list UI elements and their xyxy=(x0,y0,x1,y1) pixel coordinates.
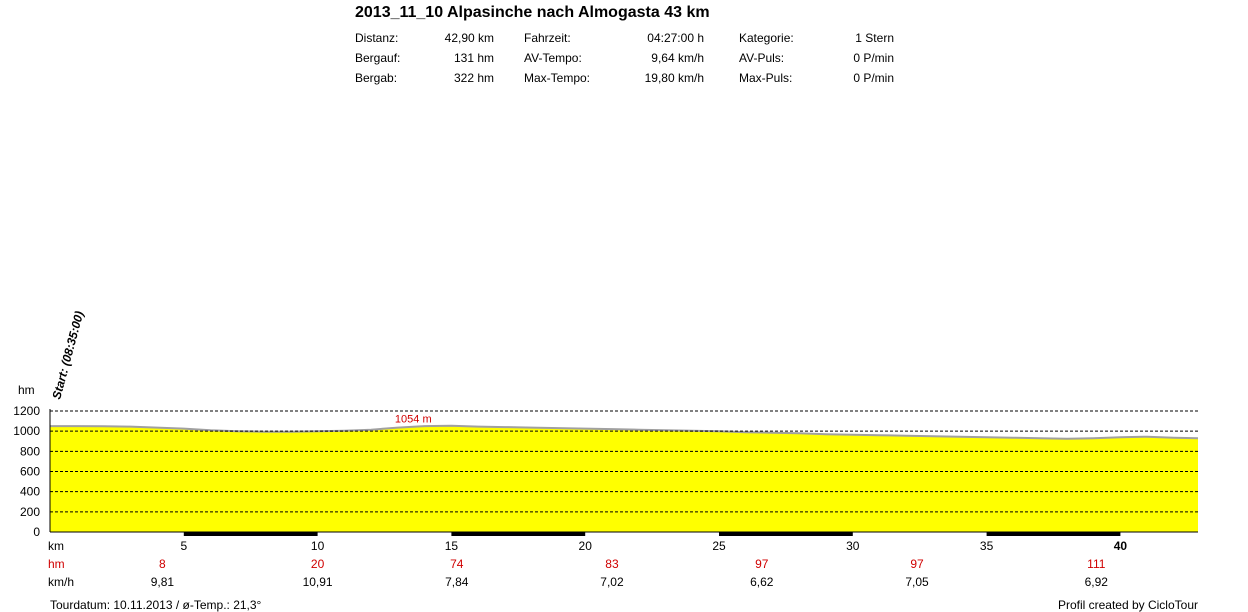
row-hm-value: 97 xyxy=(910,557,924,571)
stat-value-kategorie: 1 Stern xyxy=(855,31,894,45)
x-tick-label-30: 30 xyxy=(846,539,860,553)
stat-value-distanz: 42,90 km xyxy=(444,31,494,45)
row-hm-value: 97 xyxy=(755,557,769,571)
stat-label-fahrzeit: Fahrzeit: xyxy=(524,31,571,45)
x-tick-label-15: 15 xyxy=(445,539,459,553)
row-kmh-value: 6,92 xyxy=(1085,575,1109,589)
row-hm-value: 83 xyxy=(605,557,619,571)
stat-value-max-puls: 0 P/min xyxy=(853,71,894,85)
y-tick-label-200: 200 xyxy=(20,505,40,519)
footer-tour-info: Tourdatum: 10.11.2013 / ø-Temp.: 21,3° xyxy=(50,598,262,612)
y-tick-label-1200: 1200 xyxy=(13,404,40,418)
x-axis-label: km xyxy=(48,539,64,553)
stat-label-bergab: Bergab: xyxy=(355,71,398,85)
axes xyxy=(49,409,1198,536)
row-kmh-value: 7,84 xyxy=(445,575,469,589)
stat-label-av-tempo: AV-Tempo: xyxy=(524,51,582,65)
x-tick-label-25: 25 xyxy=(712,539,726,553)
y-tick-label-600: 600 xyxy=(20,465,40,479)
row-hm-value: 8 xyxy=(159,557,166,571)
y-axis-label: hm xyxy=(18,383,35,397)
footer-credit: Profil created by CicloTour xyxy=(1057,598,1198,612)
row-kmh-value: 10,91 xyxy=(303,575,333,589)
km-band-15 xyxy=(451,532,586,536)
grid-lines xyxy=(50,410,1198,513)
annotations: Start: (08:35:00) 1054 m xyxy=(49,310,431,426)
row-label-km/h: km/h xyxy=(48,575,74,589)
x-tick-label-40: 40 xyxy=(1114,539,1128,553)
stat-label-max-tempo: Max-Tempo: xyxy=(524,71,591,85)
row-kmh-value: 7,05 xyxy=(905,575,929,589)
x-tick-label-35: 35 xyxy=(980,539,994,553)
row-hm-value: 74 xyxy=(450,557,464,571)
stat-value-max-tempo: 19,80 km/h xyxy=(644,71,704,85)
start-annotation: Start: (08:35:00) xyxy=(49,310,86,401)
km-band-5 xyxy=(183,532,318,536)
stat-value-av-tempo: 9,64 km/h xyxy=(651,51,704,65)
stat-label-distanz: Distanz: xyxy=(355,31,399,45)
stat-label-max-puls: Max-Puls: xyxy=(739,71,793,85)
stat-label-kategorie: Kategorie: xyxy=(739,31,794,45)
stat-label-bergauf: Bergauf: xyxy=(355,51,401,65)
stat-value-bergab: 322 hm xyxy=(453,71,494,85)
chart-title: 2013_11_10 Alpasinche nach Almogasta 43 … xyxy=(355,4,710,21)
stat-value-bergauf: 131 hm xyxy=(453,51,494,65)
row-label-hm: hm xyxy=(48,557,65,571)
stat-value-av-puls: 0 P/min xyxy=(853,51,894,65)
x-tick-label-5: 5 xyxy=(180,539,187,553)
row-kmh-value: 6,62 xyxy=(750,575,774,589)
stat-value-fahrzeit: 04:27:00 h xyxy=(647,31,704,45)
tick-labels: 0 200 400 600 800 1000 1200 hm km 5 10 15 20 25 30 35 40 xyxy=(13,383,1127,553)
x-tick-label-20: 20 xyxy=(579,539,593,553)
km-band-35 xyxy=(986,532,1121,536)
row-kmh-value: 9,81 xyxy=(151,575,175,589)
data-rows: hm 8 20 74 83 97 97 111 km/h 9,81 10,91 7,84 7,02 6,6… xyxy=(48,557,1108,589)
stat-label-av-puls: AV-Puls: xyxy=(739,51,785,65)
y-tick-label-1000: 1000 xyxy=(13,424,40,438)
y-tick-label-800: 800 xyxy=(20,444,40,458)
row-hm-value: 111 xyxy=(1087,557,1106,571)
max-elevation-label: 1054 m xyxy=(395,414,432,426)
row-hm-value: 20 xyxy=(311,557,325,571)
km-band-25 xyxy=(718,532,853,536)
y-tick-label-0: 0 xyxy=(33,525,40,539)
elevation-area xyxy=(50,425,1198,532)
x-tick-label-10: 10 xyxy=(311,539,325,553)
row-kmh-value: 7,02 xyxy=(600,575,624,589)
y-tick-label-400: 400 xyxy=(20,485,40,499)
